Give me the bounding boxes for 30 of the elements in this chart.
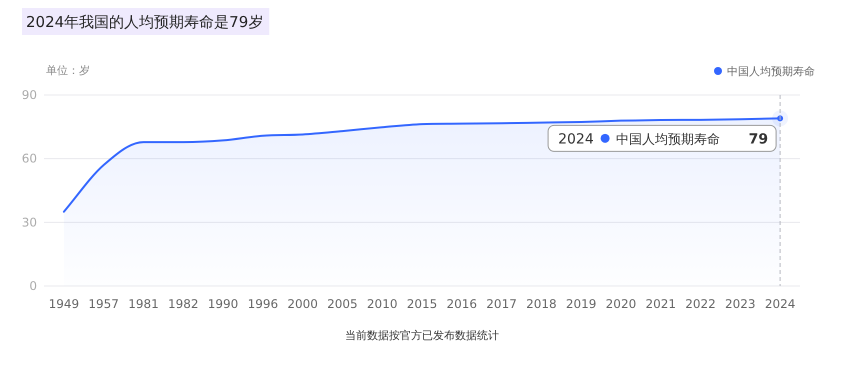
x-tick-label: 2023	[725, 297, 756, 311]
x-tick-label: 2005	[327, 297, 358, 311]
x-tick-label: 2016	[446, 297, 478, 311]
title: 2024年我国的人均预期寿命是79岁	[26, 13, 264, 31]
x-tick-label: 1957	[88, 297, 119, 311]
x-tick-label: 2019	[566, 297, 596, 311]
text: 当前数据按官方已发布数据统计	[345, 329, 499, 342]
x-tick-label: 1981	[128, 297, 159, 311]
x-tick-label: 2000	[287, 297, 318, 311]
x-tick-label: 1990	[208, 297, 238, 311]
x-tick-label: 1982	[168, 297, 199, 311]
legend: 中国人均预期寿命	[714, 65, 815, 78]
x-tick-label: 2010	[366, 297, 398, 311]
y-tick-label: 90	[22, 88, 37, 102]
y-tick-label: 60	[22, 152, 37, 166]
x-tick-label: 2024	[764, 297, 796, 311]
x-tick-label: 2017	[486, 297, 517, 311]
x-tick-label: 2015	[406, 297, 438, 311]
data-label: 79	[748, 131, 768, 148]
x-tick-label: 1996	[248, 297, 278, 311]
x-tick-label: 2018	[526, 297, 557, 311]
legend-label: 中国人均预期寿命	[616, 132, 720, 148]
category-label: 2024	[558, 131, 594, 148]
x-tick-label: 2021	[645, 297, 676, 311]
x-tick-label: 2022	[685, 297, 716, 311]
y-tick-label: 30	[22, 215, 37, 230]
y-axis-title: 单位：岁	[46, 64, 90, 77]
x-tick-label: 1949	[48, 297, 80, 311]
x-tick-label: 2020	[606, 297, 636, 311]
y-tick-label: 0	[29, 279, 37, 293]
